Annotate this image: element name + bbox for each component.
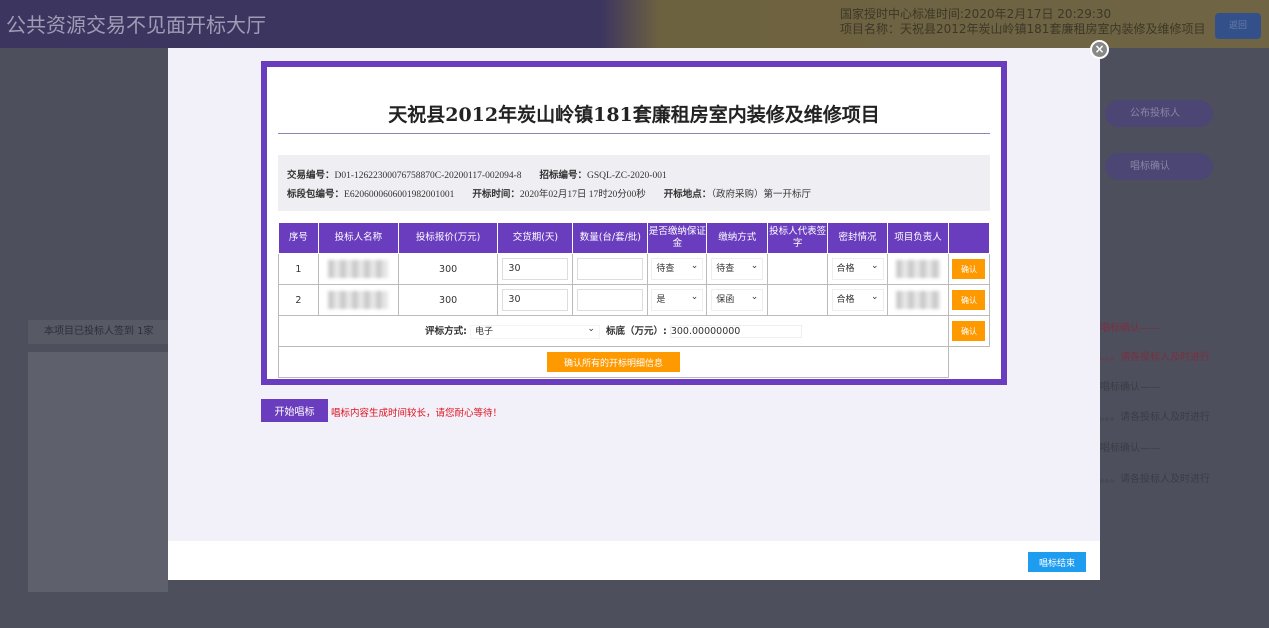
start-reading-button[interactable]: 开始唱标 [261, 399, 328, 422]
label: 标段包编号： [287, 190, 345, 200]
deposit-select[interactable]: 是 [651, 287, 704, 311]
bid-table: 序号 投标人名称 投标报价(万元) 交货期(天) 数量(台/套/批) 是否缴纳保… [278, 222, 991, 378]
server-time: 国家授时中心标准时间:2020年2月17日 20:29:30 [840, 7, 1112, 21]
bidder-name-redacted [317, 253, 399, 285]
confirm-eval-button[interactable]: 确认 [952, 321, 986, 341]
log-line: 唱标确认—— [1100, 443, 1160, 454]
header-info: 国家授时中心标准时间:2020年2月17日 20:29:30 项目名称：天祝县2… [840, 7, 1205, 37]
wait-warning: 唱标内容生成时间较长，请您耐心等待！ [331, 408, 503, 419]
step-publish-bidders[interactable]: 公布投标人 [1105, 100, 1213, 127]
pay-method-select[interactable]: 保函 [711, 287, 764, 311]
pay-method-select[interactable]: 待查 [711, 256, 764, 280]
label: 招标编号： [539, 171, 588, 181]
confirm-all-button[interactable]: 确认所有的开标明细信息 [546, 352, 680, 372]
log-line: 。。。请各投标人及时进行 [1100, 352, 1210, 363]
row-no: 1 [278, 253, 319, 285]
deposit-select[interactable]: 待查 [651, 256, 704, 280]
col-header: 序号 [278, 222, 319, 254]
log-line: 。。。请各投标人及时进行 [1100, 412, 1210, 423]
col-header: 缴纳方式 [706, 222, 769, 254]
label: 交易编号： [287, 171, 335, 181]
row-no: 2 [278, 284, 319, 316]
confirm-button[interactable]: 确认 [952, 290, 986, 310]
bid-sheet: 天祝县2012年炭山岭镇181套廉租房室内装修及维修项目 交易编号：D01-12… [261, 61, 1007, 385]
step-bid-confirm[interactable]: 唱标确认 [1105, 153, 1213, 180]
app-title: 公共资源交易不见面开标大厅 [6, 13, 266, 37]
signin-note: 本项目已投标人签到 1家 [28, 320, 168, 344]
label: 开标地点： [663, 190, 712, 200]
col-header: 数量(台/套/批) [572, 222, 649, 254]
delivery-input[interactable]: 30 [502, 289, 569, 311]
close-icon[interactable]: × [1090, 40, 1109, 59]
table-header: 序号 投标人名称 投标报价(万元) 交货期(天) 数量(台/套/批) 是否缴纳保… [278, 222, 991, 254]
col-header: 投标人名称 [317, 222, 399, 254]
package-no: E6206000606001982001001 [344, 190, 455, 200]
base-price-label: 标底（万元）: [605, 326, 667, 338]
manager-redacted [887, 253, 949, 285]
table-row: 1 300 30 待查 待查 合格 确认 [278, 253, 991, 285]
col-header: 密封情况 [827, 222, 889, 254]
open-time: 2020年02月17日 17时20分00秒 [519, 190, 646, 200]
divider [278, 133, 990, 134]
log-line: 唱标确认—— [1100, 323, 1160, 334]
back-button[interactable]: 返回 [1215, 13, 1261, 39]
col-header: 投标人代表签字 [767, 222, 829, 254]
seal-select[interactable]: 合格 [831, 256, 884, 280]
manager-redacted [887, 284, 949, 316]
seal-select[interactable]: 合格 [831, 287, 884, 311]
project-info: 交易编号：D01-12622300076758870C-20200117-002… [278, 155, 990, 211]
app-header: 公共资源交易不见面开标大厅 国家授时中心标准时间:2020年2月17日 20:2… [0, 0, 1269, 48]
tender-no: GSQL-ZC-2020-001 [587, 171, 667, 181]
label: 开标时间： [472, 190, 520, 200]
page-title: 天祝县2012年炭山岭镇181套廉租房室内装修及维修项目 [388, 104, 880, 126]
delivery-input[interactable]: 30 [502, 258, 569, 280]
confirm-all-row: 确认所有的开标明细信息 [278, 346, 990, 378]
eval-method-select[interactable]: 电子 [469, 323, 600, 339]
trade-no: D01-12622300076758870C-20200117-002094-8 [334, 171, 522, 181]
open-place: （政府采购）第一开标厅 [711, 190, 812, 200]
col-header [947, 222, 991, 254]
base-price-input[interactable]: 300.00000000 [669, 325, 802, 339]
eval-row: 评标方式: 电子 标底（万元）: 300.00000000 确认 [278, 315, 991, 347]
quantity-input[interactable] [577, 258, 644, 280]
eval-label: 评标方式: [425, 326, 467, 338]
bid-price: 300 [397, 253, 499, 285]
confirm-button[interactable]: 确认 [952, 259, 986, 279]
log-line: 。。。请各投标人及时进行 [1100, 474, 1210, 485]
signature-cell [767, 284, 829, 316]
left-panel [28, 352, 168, 592]
log-line: 唱标确认—— [1100, 382, 1160, 393]
col-header: 交货期(天) [497, 222, 574, 254]
bidder-name-redacted [317, 284, 399, 316]
col-header: 项目负责人 [887, 222, 949, 254]
signature-cell [767, 253, 829, 285]
project-name: 项目名称：天祝县2012年炭山岭镇181套廉租房室内装修及维修项目 [840, 22, 1206, 36]
table-row: 2 300 30 是 保函 合格 确认 [278, 284, 991, 316]
col-header: 投标报价(万元) [397, 222, 499, 254]
modal-footer: 唱标结束 [168, 541, 1100, 580]
end-reading-button[interactable]: 唱标结束 [1028, 552, 1086, 572]
bid-price: 300 [397, 284, 499, 316]
col-header: 是否缴纳保证金 [647, 222, 708, 254]
quantity-input[interactable] [577, 289, 644, 311]
